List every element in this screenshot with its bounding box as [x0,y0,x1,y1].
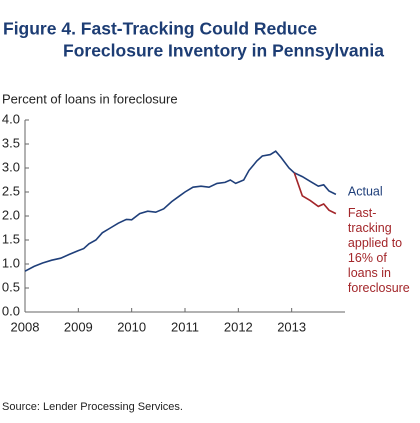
x-tick-label: 2010 [117,319,146,334]
chart-title: Figure 4. Fast-Tracking Could Reduce [3,19,317,39]
y-tick-label: 1.0 [2,255,20,270]
chart-title: Foreclosure Inventory in Pennsylvania [63,41,384,61]
y-tick-label: 1.5 [2,231,20,246]
y-axis-label: Percent of loans in foreclosure [2,91,178,106]
x-tick-label: 2011 [171,319,199,334]
series-label: Fast-tracking applied to 16% of loans in… [347,205,410,295]
x-tick-label: 2013 [277,319,306,334]
source-note: Source: Lender Processing Services. [2,401,183,413]
y-tick-label: 4.0 [2,111,20,126]
y-tick-label: 2.0 [2,207,20,222]
y-tick-label: 3.0 [2,159,20,174]
series-line [293,172,337,215]
series-label: Actual [348,185,383,199]
y-tick-label: 0.0 [2,303,20,318]
x-tick-label: 2009 [64,319,93,334]
series-line [24,150,337,272]
y-tick-label: 3.5 [2,135,20,150]
y-tick-label: 0.5 [2,279,20,294]
x-tick-label: 2008 [11,319,40,334]
y-tick-label: 2.5 [2,183,20,198]
x-tick-label: 2012 [224,319,253,334]
